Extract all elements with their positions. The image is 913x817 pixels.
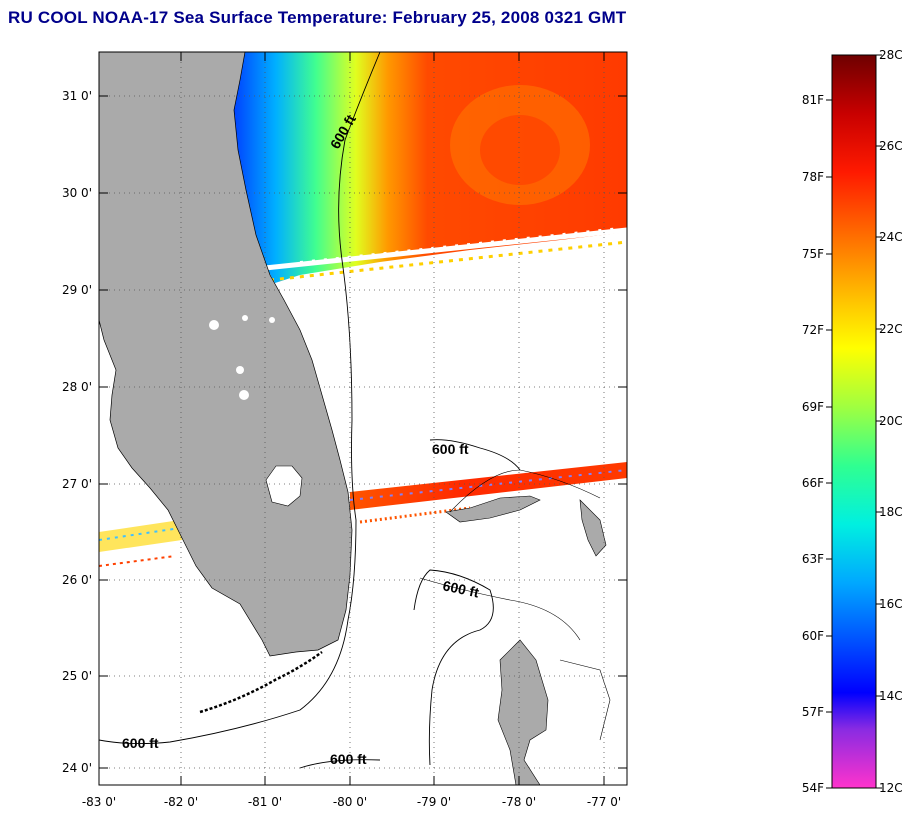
gridlines (99, 52, 627, 785)
colorbar-f-label: 54F (802, 781, 824, 795)
lon-label: -77 0' (587, 795, 621, 809)
colorbar-f-label: 66F (802, 476, 824, 490)
colorbar-c-label: 12C (879, 781, 903, 795)
colorbar-f-label: 78F (802, 170, 824, 184)
lon-label: -82 0' (164, 795, 198, 809)
lat-label: 29 0' (62, 283, 92, 297)
bahamas-andros (497, 639, 549, 785)
colorbar-c-label: 16C (879, 597, 903, 611)
colorbar-c-label: 28C (879, 48, 903, 62)
colorbar-f-label: 69F (802, 400, 824, 414)
colorbar-f-label: 63F (802, 552, 824, 566)
lake-okeechobee (265, 465, 303, 507)
lat-label: 26 0' (62, 573, 92, 587)
colorbar-f-label: 60F (802, 629, 824, 643)
lat-label: 24 0' (62, 761, 92, 775)
sst-strip (350, 462, 627, 510)
contour-label: 600 ft (330, 751, 367, 767)
lat-label: 25 0' (62, 669, 92, 683)
colorbar-c-label: 20C (879, 414, 903, 428)
colorbar (831, 54, 877, 789)
florida-keys (199, 650, 323, 714)
bahamas-abaco (579, 499, 607, 557)
isobath-600ft (99, 52, 381, 745)
contour-label: 600 ft (432, 441, 469, 457)
bahamas-grand-bahama (445, 495, 541, 523)
contour-label: 600 ft (441, 577, 480, 600)
lon-label: -83 0' (82, 795, 116, 809)
colorbar-c-label: 26C (879, 139, 903, 153)
contour-label: 600 ft (122, 735, 159, 751)
colorbar-f-label: 57F (802, 705, 824, 719)
chart-title: RU COOL NOAA-17 Sea Surface Temperature:… (8, 8, 627, 27)
lon-label: -80 0' (333, 795, 367, 809)
lat-label: 28 0' (62, 380, 92, 394)
colorbar-f-label: 75F (802, 247, 824, 261)
colorbar-c-label: 18C (879, 505, 903, 519)
colorbar-c-label: 14C (879, 689, 903, 703)
lat-label: 27 0' (62, 477, 92, 491)
lon-label: -81 0' (248, 795, 282, 809)
colorbar-c-label: 24C (879, 230, 903, 244)
colorbar-f-label: 81F (802, 93, 824, 107)
lon-label: -79 0' (417, 795, 451, 809)
lon-label: -78 0' (502, 795, 536, 809)
lat-label: 30 0' (62, 186, 92, 200)
colorbar-f-label: 72F (802, 323, 824, 337)
lat-label: 31 0' (62, 89, 92, 103)
colorbar-c-label: 22C (879, 322, 903, 336)
